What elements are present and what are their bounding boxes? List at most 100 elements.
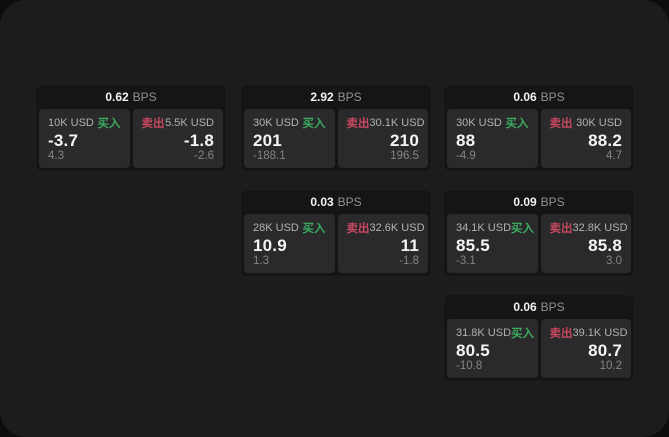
buy-price: 85.5 [456, 236, 490, 255]
bps-unit: BPS [337, 90, 362, 104]
sell-delta: 3.0 [606, 255, 622, 267]
buy-delta: 1.3 [253, 255, 269, 267]
buy-tile-top: 10K USD 买入 [48, 115, 121, 131]
card-header: 0.62 BPS [36, 85, 226, 109]
sell-tile[interactable]: 卖出 30.1K USD 210 196.5 [337, 109, 428, 168]
bps-unit: BPS [540, 90, 565, 104]
sell-tile-top: 卖出 32.6K USD [346, 220, 425, 236]
sell-tile[interactable]: 卖出 5.5K USD -1.8 -2.6 [132, 109, 223, 168]
sell-price: -1.8 [183, 131, 214, 150]
buy-tile-top: 28K USD 买入 [253, 220, 326, 236]
sell-tile[interactable]: 卖出 39.1K USD 80.7 10.2 [540, 319, 631, 378]
sell-size-label: 5.5K USD [165, 117, 214, 129]
sell-action-label: 卖出 [549, 118, 573, 130]
sell-tile-top: 卖出 5.5K USD [142, 115, 215, 131]
buy-tile[interactable]: 30K USD 买入 88 -4.9 [447, 109, 538, 168]
buy-delta: -10.8 [456, 360, 483, 372]
buy-tile[interactable]: 28K USD 买入 10.9 1.3 [244, 214, 335, 273]
sell-tile[interactable]: 卖出 32.8K USD 85.8 3.0 [540, 214, 631, 273]
bps-unit: BPS [540, 195, 565, 209]
buy-action-label: 买入 [511, 223, 535, 235]
tiles-row: 31.8K USD 买入 80.5 -10.8 卖出 39.1K USD 80.… [444, 319, 634, 381]
card-header: 0.03 BPS [241, 190, 431, 214]
buy-tile[interactable]: 34.1K USD 买入 85.5 -3.1 [447, 214, 538, 273]
buy-delta: -3.1 [456, 255, 476, 267]
sell-action-label: 卖出 [346, 223, 370, 235]
buy-delta: 4.3 [48, 150, 64, 162]
sell-tile[interactable]: 卖出 32.6K USD 11 -1.8 [337, 214, 428, 273]
sell-delta: -2.6 [194, 150, 214, 162]
quote-card: 2.92 BPS 30K USD 买入 201 -188.1 卖出 30.1K … [240, 84, 432, 172]
buy-tile[interactable]: 31.8K USD 买入 80.5 -10.8 [447, 319, 538, 378]
tiles-row: 34.1K USD 买入 85.5 -3.1 卖出 32.8K USD 85.8… [444, 214, 634, 276]
buy-size-label: 10K USD [48, 117, 94, 129]
quote-card: 0.62 BPS 10K USD 买入 -3.7 4.3 卖出 5.5K USD… [35, 84, 227, 172]
buy-action-label: 买入 [302, 223, 326, 235]
quote-card: 0.06 BPS 30K USD 买入 88 -4.9 卖出 30K USD 8… [443, 84, 635, 172]
buy-size-label: 28K USD [253, 222, 299, 234]
sell-size-label: 30K USD [576, 117, 622, 129]
buy-price: 80.5 [456, 341, 490, 360]
buy-size-label: 30K USD [253, 117, 299, 129]
sell-price: 85.8 [588, 236, 622, 255]
tiles-row: 28K USD 买入 10.9 1.3 卖出 32.6K USD 11 -1.8 [241, 214, 431, 276]
sell-action-label: 卖出 [141, 118, 165, 130]
buy-price: 88 [456, 131, 476, 150]
sell-action-label: 卖出 [549, 328, 573, 340]
sell-delta: -1.8 [399, 255, 419, 267]
buy-price: 10.9 [253, 236, 287, 255]
bps-value: 0.62 [105, 90, 129, 104]
buy-action-label: 买入 [97, 118, 121, 130]
sell-tile-top: 卖出 30.1K USD [346, 115, 425, 131]
quote-card: 0.03 BPS 28K USD 买入 10.9 1.3 卖出 32.6K US… [240, 189, 432, 277]
sell-delta: 10.2 [599, 360, 622, 372]
sell-tile-top: 卖出 30K USD [550, 115, 623, 131]
sell-size-label: 32.6K USD [369, 222, 425, 234]
sell-price: 80.7 [588, 341, 622, 360]
sell-delta: 4.7 [606, 150, 622, 162]
buy-action-label: 买入 [511, 328, 535, 340]
buy-tile-top: 30K USD 买入 [253, 115, 326, 131]
bps-unit: BPS [337, 195, 362, 209]
buy-tile[interactable]: 30K USD 买入 201 -188.1 [244, 109, 335, 168]
bps-value: 0.03 [310, 195, 334, 209]
buy-price: 201 [253, 131, 282, 150]
sell-size-label: 30.1K USD [369, 117, 425, 129]
buy-price: -3.7 [48, 131, 79, 150]
tiles-row: 10K USD 买入 -3.7 4.3 卖出 5.5K USD -1.8 -2.… [36, 109, 226, 171]
sell-delta: 196.5 [390, 150, 419, 162]
sell-price: 11 [400, 236, 419, 255]
card-header: 0.06 BPS [444, 85, 634, 109]
tiles-row: 30K USD 买入 88 -4.9 卖出 30K USD 88.2 4.7 [444, 109, 634, 171]
bps-value: 0.06 [513, 300, 537, 314]
card-header: 0.06 BPS [444, 295, 634, 319]
sell-size-label: 32.8K USD [572, 222, 628, 234]
quote-card: 0.06 BPS 31.8K USD 买入 80.5 -10.8 卖出 39.1… [443, 294, 635, 382]
sell-action-label: 卖出 [346, 118, 370, 130]
card-header: 2.92 BPS [241, 85, 431, 109]
card-header: 0.09 BPS [444, 190, 634, 214]
buy-delta: -188.1 [253, 150, 286, 162]
buy-tile-top: 34.1K USD 买入 [456, 220, 534, 236]
bps-value: 0.06 [513, 90, 537, 104]
buy-size-label: 34.1K USD [456, 222, 512, 234]
quote-card: 0.09 BPS 34.1K USD 买入 85.5 -3.1 卖出 32.8K… [443, 189, 635, 277]
buy-tile-top: 30K USD 买入 [456, 115, 529, 131]
sell-tile[interactable]: 卖出 30K USD 88.2 4.7 [540, 109, 631, 168]
buy-size-label: 30K USD [456, 117, 502, 129]
bps-unit: BPS [132, 90, 157, 104]
sell-action-label: 卖出 [549, 223, 573, 235]
bps-value: 2.92 [310, 90, 334, 104]
buy-action-label: 买入 [505, 118, 529, 130]
tiles-row: 30K USD 买入 201 -188.1 卖出 30.1K USD 210 1… [241, 109, 431, 171]
buy-action-label: 买入 [302, 118, 326, 130]
buy-tile-top: 31.8K USD 买入 [456, 325, 534, 341]
sell-tile-top: 卖出 32.8K USD [549, 220, 628, 236]
bps-value: 0.09 [513, 195, 537, 209]
buy-tile[interactable]: 10K USD 买入 -3.7 4.3 [39, 109, 130, 168]
sell-size-label: 39.1K USD [572, 327, 628, 339]
bps-unit: BPS [540, 300, 565, 314]
buy-size-label: 31.8K USD [456, 327, 512, 339]
sell-price: 88.2 [588, 131, 622, 150]
